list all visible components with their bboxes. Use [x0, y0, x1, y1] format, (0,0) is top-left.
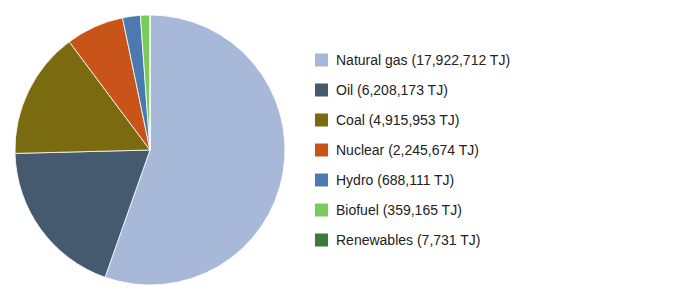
- legend-label: Coal (4,915,953 TJ): [336, 112, 459, 128]
- pie-slice: [149, 15, 150, 150]
- pie-slice: [15, 150, 150, 277]
- chart: Natural gas (17,922,712 TJ) Oil (6,208,17…: [0, 0, 685, 300]
- legend-swatch: [315, 84, 328, 97]
- pie-slice: [140, 15, 150, 150]
- legend-item: Renewables (7,731 TJ): [315, 232, 480, 248]
- pie-slice: [123, 15, 150, 150]
- legend-label: Renewables (7,731 TJ): [336, 232, 480, 248]
- legend-item: Hydro (688,111 TJ): [315, 172, 454, 188]
- legend-label: Natural gas (17,922,712 TJ): [336, 52, 510, 68]
- legend-swatch: [315, 114, 328, 127]
- legend-swatch: [315, 204, 328, 217]
- legend: Natural gas (17,922,712 TJ) Oil (6,208,17…: [315, 52, 510, 248]
- legend-swatch: [315, 234, 328, 247]
- legend-label: Biofuel (359,165 TJ): [336, 202, 462, 218]
- legend-item: Oil (6,208,173 TJ): [315, 82, 448, 98]
- legend-swatch: [315, 144, 328, 157]
- legend-label: Hydro (688,111 TJ): [336, 172, 454, 188]
- legend-label: Oil (6,208,173 TJ): [336, 82, 448, 98]
- legend-item: Biofuel (359,165 TJ): [315, 202, 462, 218]
- legend-item: Coal (4,915,953 TJ): [315, 112, 459, 128]
- legend-swatch: [315, 174, 328, 187]
- legend-label: Nuclear (2,245,674 TJ): [336, 142, 479, 158]
- legend-item: Nuclear (2,245,674 TJ): [315, 142, 479, 158]
- pie: [15, 15, 285, 285]
- legend-item: Natural gas (17,922,712 TJ): [315, 52, 510, 68]
- legend-swatch: [315, 54, 328, 67]
